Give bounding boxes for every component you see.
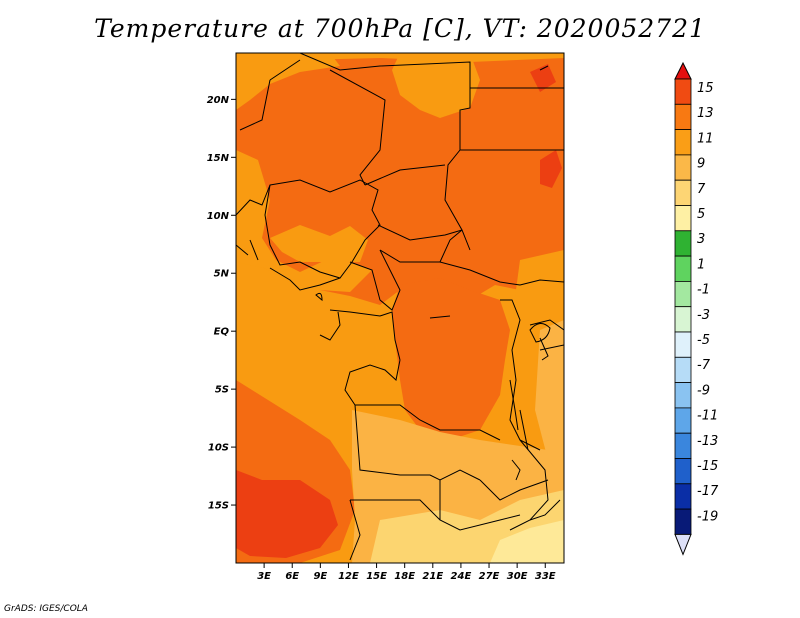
lat-tick-label: 5S xyxy=(215,385,229,396)
colorbar-swatch xyxy=(674,255,692,282)
lat-tick-label: 10S xyxy=(208,443,229,454)
colorbar-swatch xyxy=(674,154,692,181)
colorbar-label: 3 xyxy=(697,232,705,247)
colorbar-swatch xyxy=(674,483,692,510)
colorbar-swatch xyxy=(674,129,692,156)
colorbar-top-arrow xyxy=(674,61,692,80)
colorbar-label: 5 xyxy=(697,207,705,222)
lon-tick-label: 9E xyxy=(313,571,327,582)
lakes xyxy=(315,65,551,481)
colorbar-label: -13 xyxy=(697,434,718,449)
temperature-region-13-15-ocean xyxy=(236,470,338,558)
colorbar-label: 7 xyxy=(697,182,706,197)
temperature-spot-13-15-sudan xyxy=(540,150,562,188)
lat-tick-label: 5N xyxy=(214,269,230,280)
lon-tick-label: 33E xyxy=(535,571,556,582)
temperature-region-3-5-southeast xyxy=(490,520,564,563)
lon-tick-label: 21E xyxy=(422,571,443,582)
lon-tick-label: 18E xyxy=(394,571,415,582)
colorbar: 15 13 11 9 7 5 3 1 -1 -3 -5 -7 -9 -11 -13 -15 -17 -19 xyxy=(674,61,719,556)
lon-tick-label: 6E xyxy=(285,571,299,582)
colorbar-label: -7 xyxy=(697,358,711,373)
colorbar-swatch xyxy=(674,407,692,434)
colorbar-label: 1 xyxy=(697,257,705,272)
colorbar-swatch xyxy=(674,306,692,333)
colorbar-swatch xyxy=(674,230,692,257)
colorbar-bottom-arrow xyxy=(674,533,692,556)
latitude-axis: 20N 15N 10N 5N EQ 5S 10S 15S xyxy=(207,95,236,512)
colorbar-swatch xyxy=(674,103,692,131)
lon-tick-label: 12E xyxy=(338,571,359,582)
map-plot-area xyxy=(236,53,564,563)
lon-tick-label: 15E xyxy=(366,571,387,582)
map-frame xyxy=(235,52,565,564)
temperature-region-11-13-congo xyxy=(392,278,510,440)
colorbar-label: 9 xyxy=(697,157,705,172)
colorbar-swatch xyxy=(674,179,692,206)
colorbar-label: -19 xyxy=(697,509,718,524)
temperature-spot-13-15-egypt xyxy=(530,64,556,92)
colorbar-swatch xyxy=(674,356,692,383)
lat-tick-label: 15N xyxy=(207,153,230,164)
colorbar-swatch xyxy=(674,382,692,409)
temperature-region-9-11-nigeria xyxy=(270,225,368,262)
lon-tick-label: 30E xyxy=(507,571,528,582)
lon-tick-label: 24E xyxy=(451,571,472,582)
colorbar-label: 13 xyxy=(697,106,714,121)
colorbar-label: -5 xyxy=(697,333,710,348)
colorbar-swatch xyxy=(674,458,692,485)
temperature-region-7-9-east xyxy=(535,320,564,470)
colorbar-label: -3 xyxy=(697,308,710,323)
lon-tick-label: 27E xyxy=(479,571,500,582)
lat-tick-label: 10N xyxy=(207,211,230,222)
colorbar-label: -17 xyxy=(697,484,719,499)
colorbar-label: -11 xyxy=(697,409,718,424)
colorbar-swatch xyxy=(674,508,692,535)
credit-label: GrADS: IGES/COLA xyxy=(4,604,88,614)
colorbar-label: 15 xyxy=(697,81,714,96)
colorbar-swatch xyxy=(674,432,692,459)
lon-tick-label: 3E xyxy=(257,571,271,582)
map-title: Temperature at 700hPa [C], VT: 202005272… xyxy=(94,14,706,43)
longitude-axis: 3E 6E 9E 12E 15E 18E 21E 24E 27E 30E 33E xyxy=(257,563,556,582)
colorbar-swatch xyxy=(674,280,692,308)
colorbar-swatch xyxy=(674,78,692,105)
colorbar-swatch xyxy=(674,331,692,358)
lat-tick-label: 20N xyxy=(207,95,230,106)
temperature-region-9-11-west xyxy=(236,150,372,292)
temperature-region-9-11-libya xyxy=(392,53,480,118)
temperature-region-9-11-northwest xyxy=(236,53,340,110)
colorbar-label: -9 xyxy=(697,383,710,398)
country-borders xyxy=(236,53,564,561)
lat-tick-label: 15S xyxy=(208,501,229,512)
colorbar-label: -15 xyxy=(697,459,718,474)
colorbar-label: -1 xyxy=(697,283,710,298)
colorbar-label: 11 xyxy=(697,131,714,146)
colorbar-swatch xyxy=(674,205,692,232)
lat-tick-label: EQ xyxy=(214,327,230,338)
